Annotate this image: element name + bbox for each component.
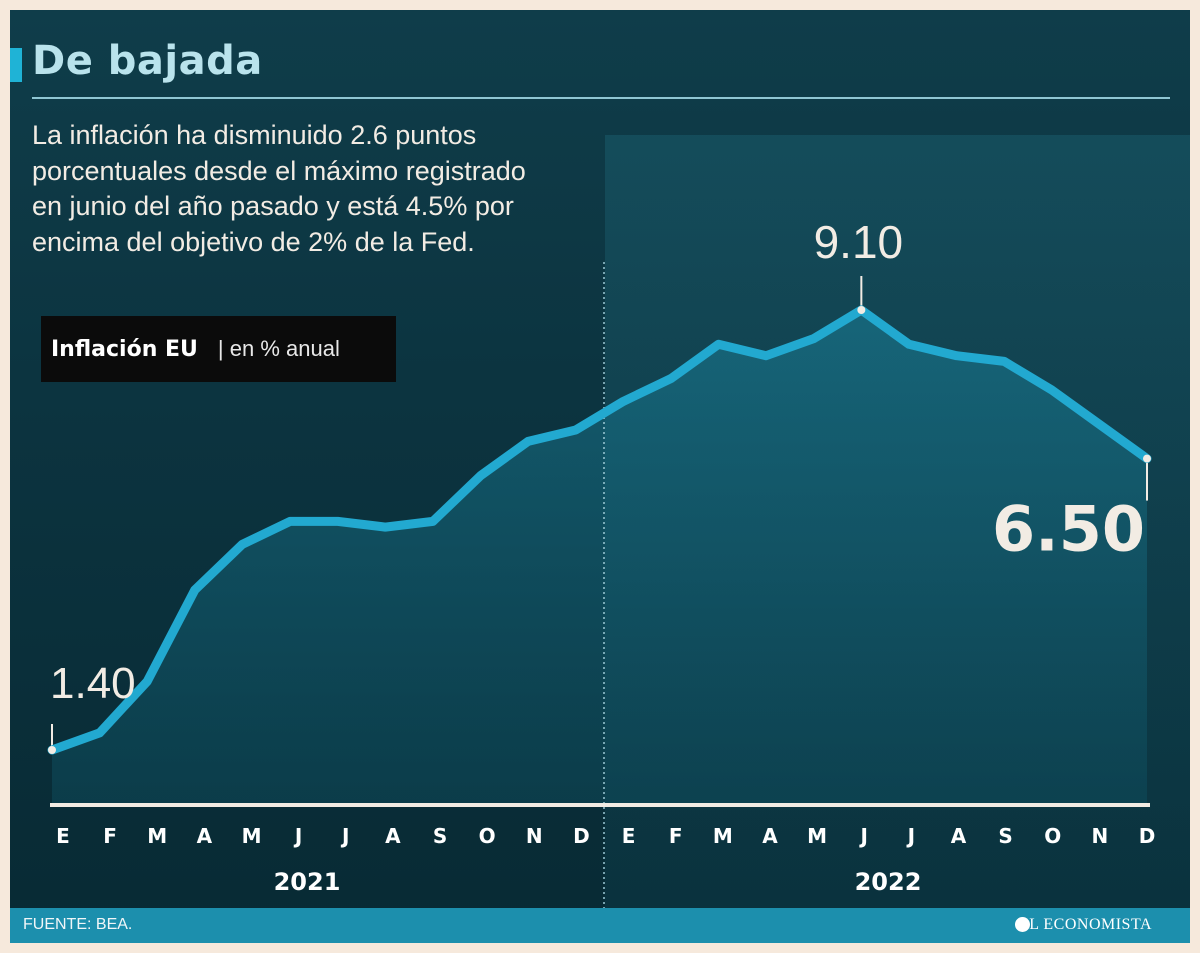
annotation-marker bbox=[48, 746, 56, 754]
legend: Inflación EU | en % anual bbox=[41, 316, 396, 382]
data-point bbox=[143, 677, 152, 686]
x-tick-label: M bbox=[242, 824, 262, 848]
data-point bbox=[571, 426, 580, 435]
x-tick-label: N bbox=[1091, 824, 1108, 848]
series-line-inflacion-eu bbox=[47, 305, 1152, 755]
data-point bbox=[95, 728, 104, 737]
data-point bbox=[428, 517, 437, 526]
legend-title: Inflación EU bbox=[51, 336, 198, 362]
x-tick-label: M bbox=[713, 824, 733, 848]
data-point bbox=[904, 340, 913, 349]
x-tick-label: A bbox=[762, 824, 778, 848]
data-point bbox=[238, 540, 247, 549]
data-point bbox=[381, 523, 390, 532]
data-point bbox=[952, 351, 961, 360]
data-point bbox=[524, 437, 533, 446]
x-tick-label: J bbox=[906, 824, 915, 848]
x-tick-label: M bbox=[807, 824, 827, 848]
annotation-peak-value: 9.10 bbox=[814, 216, 904, 268]
data-point bbox=[666, 374, 675, 383]
subtitle-text: La inflación ha disminuido 2.6 puntos po… bbox=[32, 120, 526, 257]
data-point bbox=[1095, 420, 1104, 429]
data-point bbox=[809, 334, 818, 343]
x-tick-label: A bbox=[385, 824, 401, 848]
legend-unit: | en % anual bbox=[217, 336, 340, 361]
x-tick-label: O bbox=[479, 824, 496, 848]
x-tick-label: O bbox=[1044, 824, 1061, 848]
annotation-marker bbox=[1143, 454, 1151, 463]
annotation-marker bbox=[857, 306, 866, 314]
x-tick-label: D bbox=[573, 824, 590, 848]
data-point bbox=[619, 397, 628, 406]
data-point bbox=[190, 586, 199, 595]
x-tick-label: E bbox=[56, 824, 70, 848]
data-point bbox=[1047, 386, 1056, 395]
data-point bbox=[286, 517, 295, 526]
x-tick-label: E bbox=[622, 824, 636, 848]
x-tick-label: A bbox=[951, 824, 967, 848]
infographic-frame: De bajada La inflación ha disminuido 2.6… bbox=[10, 10, 1190, 943]
brand-name: EL ECONOMISTA bbox=[1018, 916, 1152, 933]
data-point bbox=[476, 471, 485, 480]
series-area-fill bbox=[52, 310, 1147, 805]
data-point bbox=[714, 340, 723, 349]
x-tick-label: J bbox=[858, 824, 867, 848]
page-title: De bajada bbox=[32, 38, 263, 84]
x-tick-label: J bbox=[293, 824, 302, 848]
x-tick-label: A bbox=[197, 824, 213, 848]
annotation-start-value: 1.40 bbox=[50, 659, 136, 708]
footer-bar: FUENTE: BEA. EL ECONOMISTA bbox=[10, 908, 1190, 943]
brand-logo-icon bbox=[1015, 917, 1030, 932]
data-point bbox=[762, 351, 771, 360]
source-text: FUENTE: BEA. bbox=[23, 916, 133, 933]
data-point bbox=[333, 517, 342, 526]
title-accent-bar bbox=[10, 48, 22, 82]
x-tick-label: N bbox=[526, 824, 543, 848]
title-divider bbox=[32, 97, 1170, 99]
x-tick-label: D bbox=[1139, 824, 1156, 848]
line-chart: E F M A M J J A S O N D E F M A M J J A S O N D 1.40 9.10 6.50 bbox=[47, 216, 1156, 910]
annotation-end-value: 6.50 bbox=[992, 493, 1145, 566]
x-tick-label: S bbox=[433, 824, 447, 848]
data-point bbox=[1000, 357, 1009, 366]
x-tick-label: S bbox=[998, 824, 1012, 848]
year-label-2022: 2022 bbox=[854, 868, 922, 896]
x-tick-label: M bbox=[147, 824, 167, 848]
x-tick-label: F bbox=[669, 824, 683, 848]
year-label-2021: 2021 bbox=[273, 868, 341, 896]
x-tick-label: F bbox=[103, 824, 117, 848]
x-tick-label: J bbox=[340, 824, 349, 848]
